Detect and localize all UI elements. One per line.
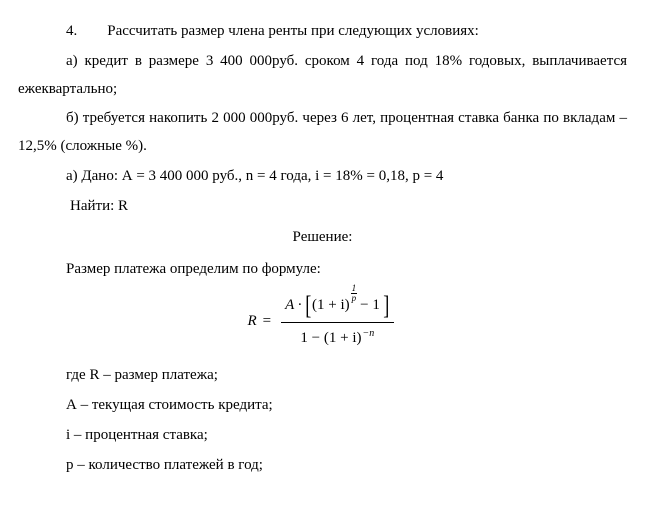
condition-a: а) кредит в размере 3 400 000руб. сроком… bbox=[18, 48, 627, 104]
den-exponent: −n bbox=[362, 328, 374, 339]
problem-number-line: 4. Рассчитать размер члена ренты при сле… bbox=[18, 18, 627, 46]
formula-intro: Размер платежа определим по формуле: bbox=[18, 256, 627, 284]
right-bracket-icon: ] bbox=[383, 293, 389, 319]
base-oneplus-i: (1 + i) bbox=[312, 292, 350, 320]
condition-b: б) требуется накопить 2 000 000руб. чере… bbox=[18, 105, 627, 161]
formula-A: A bbox=[285, 292, 294, 320]
equals-sign: = bbox=[263, 308, 271, 336]
den-base: 1 − (1 + i) bbox=[300, 330, 361, 346]
left-bracket-icon: [ bbox=[306, 293, 312, 319]
exponent-fraction: 1 p bbox=[351, 284, 358, 303]
power-block: (1 + i) 1 p bbox=[312, 292, 357, 320]
where-R: где R – размер платежа; bbox=[18, 362, 627, 390]
formula-denominator: 1 − (1 + i)−n bbox=[296, 323, 378, 353]
solution-heading: Решение: bbox=[18, 224, 627, 252]
formula-container: R = A · [ (1 + i) 1 p − 1 ] 1 − (1 + i)−… bbox=[18, 292, 627, 353]
where-p: p – количество платежей в год; bbox=[18, 452, 627, 480]
formula-R: R bbox=[248, 308, 257, 336]
exp-denominator: p bbox=[351, 294, 358, 303]
find-line: Найти: R bbox=[18, 193, 627, 221]
minus-one: − 1 bbox=[360, 292, 380, 320]
formula: R = A · [ (1 + i) 1 p − 1 ] 1 − (1 + i)−… bbox=[248, 292, 398, 353]
formula-numerator: A · [ (1 + i) 1 p − 1 ] bbox=[281, 292, 393, 323]
where-A: А – текущая стоимость кредита; bbox=[18, 392, 627, 420]
multiply-dot: · bbox=[297, 292, 302, 320]
formula-fraction: A · [ (1 + i) 1 p − 1 ] 1 − (1 + i)−n bbox=[281, 292, 393, 353]
where-i: i – процентная ставка; bbox=[18, 422, 627, 450]
given-line: а) Дано: А = 3 400 000 руб., n = 4 года,… bbox=[18, 163, 627, 191]
